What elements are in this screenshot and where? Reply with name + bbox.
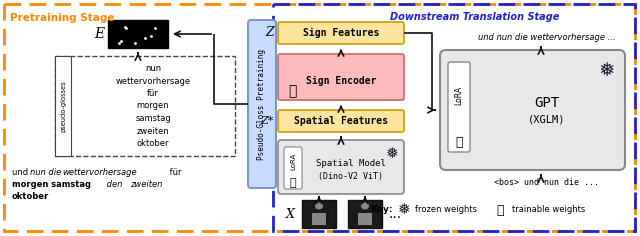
FancyBboxPatch shape [284, 147, 302, 189]
Text: 🔥: 🔥 [288, 84, 296, 98]
Bar [312, 213, 326, 225]
Text: LoRA: LoRA [454, 85, 463, 105]
Text: 🔥: 🔥 [496, 203, 504, 216]
Bar [358, 213, 372, 225]
Bar [108, 20, 168, 48]
Text: Pretraining Stage: Pretraining Stage [10, 13, 115, 23]
FancyBboxPatch shape [278, 22, 404, 44]
Text: trainable weights: trainable weights [512, 206, 585, 215]
FancyBboxPatch shape [440, 50, 625, 170]
Text: LoRA: LoRA [290, 152, 296, 170]
Ellipse shape [315, 202, 323, 210]
Text: <bos> und nun die ...: <bos> und nun die ... [494, 178, 599, 187]
Text: Spatial Model: Spatial Model [316, 159, 386, 168]
Text: Spatial Features: Spatial Features [294, 116, 388, 126]
Text: nun
wettervorhersage
für
morgen
samstag
zweiten
oktober: nun wettervorhersage für morgen samstag … [115, 64, 191, 148]
Text: 🔥: 🔥 [455, 135, 463, 148]
Bar [273, 4, 635, 231]
Text: Z: Z [266, 26, 274, 39]
Ellipse shape [361, 202, 369, 210]
Text: frozen weights: frozen weights [415, 206, 477, 215]
Text: den: den [104, 180, 125, 189]
Bar [348, 200, 382, 228]
Text: und: und [12, 168, 31, 177]
Text: 🔥: 🔥 [290, 178, 296, 188]
Text: oktober: oktober [12, 192, 49, 201]
Text: nun die: nun die [30, 168, 61, 177]
Text: pseudo-glosses: pseudo-glosses [60, 80, 66, 132]
Text: zweiten: zweiten [130, 180, 163, 189]
Text: und nun die wettervorhersage ...: und nun die wettervorhersage ... [477, 33, 615, 42]
Text: ❅: ❅ [386, 147, 398, 161]
Text: E: E [94, 27, 104, 41]
FancyBboxPatch shape [278, 110, 404, 132]
Text: Key:: Key: [370, 206, 392, 215]
Bar [55, 56, 235, 156]
FancyBboxPatch shape [248, 20, 276, 188]
Text: Z*: Z* [260, 116, 274, 126]
Text: ❅: ❅ [599, 60, 615, 80]
Text: für: für [167, 168, 182, 177]
Text: Sign Features: Sign Features [303, 28, 379, 38]
Text: Pseudo-Gloss Pretraining: Pseudo-Gloss Pretraining [257, 49, 266, 160]
FancyBboxPatch shape [448, 62, 470, 152]
Text: (Dino-V2 ViT): (Dino-V2 ViT) [319, 172, 383, 181]
Text: wettervorhersage: wettervorhersage [62, 168, 136, 177]
Text: X: X [286, 207, 295, 220]
FancyBboxPatch shape [278, 140, 404, 194]
Text: Sign Encoder: Sign Encoder [306, 76, 376, 86]
Text: (XGLM): (XGLM) [528, 115, 565, 125]
Bar [302, 200, 336, 228]
Bar [55, 56, 71, 156]
Text: morgen samstag: morgen samstag [12, 180, 91, 189]
Text: Downstream Translation Stage: Downstream Translation Stage [390, 12, 559, 22]
Text: ❅: ❅ [397, 202, 410, 218]
Text: ...: ... [388, 207, 401, 221]
FancyBboxPatch shape [278, 54, 404, 100]
Text: GPT: GPT [534, 96, 559, 110]
